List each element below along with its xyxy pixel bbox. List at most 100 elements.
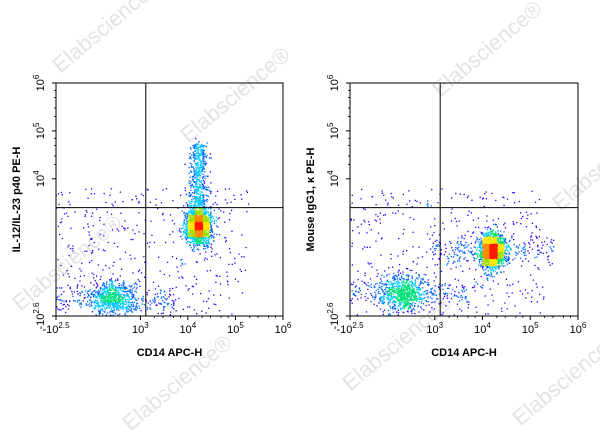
event-dot — [85, 297, 86, 298]
event-dot — [64, 213, 65, 214]
event-dot — [447, 263, 448, 264]
event-dot — [498, 261, 499, 262]
event-dot — [141, 310, 142, 311]
event-dot — [468, 304, 469, 305]
event-dot — [471, 243, 472, 244]
event-dot — [535, 236, 536, 237]
event-dot — [147, 307, 148, 308]
event-dot — [189, 173, 190, 174]
event-dot — [113, 205, 114, 206]
event-dot — [246, 190, 247, 191]
event-dot — [196, 279, 197, 280]
event-dot — [122, 288, 123, 289]
event-dot — [108, 288, 109, 289]
event-dot — [120, 258, 121, 259]
event-dot — [62, 194, 63, 195]
event-dot — [490, 234, 491, 235]
event-dot — [471, 212, 472, 213]
event-dot — [466, 289, 467, 290]
event-dot — [437, 246, 438, 247]
event-dot — [412, 295, 413, 296]
event-dot — [458, 244, 459, 245]
event-dot — [395, 279, 396, 280]
event-dot — [196, 165, 197, 166]
event-dot — [490, 229, 491, 230]
event-dot — [417, 291, 418, 292]
event-dot — [403, 282, 404, 283]
event-dot — [392, 290, 393, 291]
event-dot — [447, 288, 448, 289]
event-dot — [512, 292, 513, 293]
event-dot — [471, 248, 472, 249]
event-dot — [460, 250, 461, 251]
event-dot — [552, 250, 553, 251]
event-dot — [126, 311, 127, 312]
event-dot — [424, 291, 425, 292]
event-dot — [476, 239, 477, 240]
event-dot — [118, 230, 119, 231]
event-dot — [403, 233, 404, 234]
event-dot — [205, 312, 206, 313]
event-dot — [241, 256, 242, 257]
event-dot — [190, 245, 191, 246]
event-dot — [468, 307, 469, 308]
event-dot — [480, 197, 481, 198]
event-dot — [197, 148, 198, 149]
event-dot — [163, 309, 164, 310]
y-tick-label: -102.6 — [32, 302, 47, 330]
event-dot — [219, 234, 220, 235]
event-dot — [435, 245, 436, 246]
event-dot — [70, 248, 71, 249]
event-dot — [393, 301, 394, 302]
event-dot — [345, 293, 346, 294]
event-dot — [479, 261, 480, 262]
event-dot — [449, 301, 450, 302]
event-dot — [213, 236, 214, 237]
event-dot — [192, 215, 193, 216]
event-dot — [480, 238, 481, 239]
event-dot — [201, 311, 202, 312]
event-dot — [441, 271, 442, 272]
event-dot — [158, 303, 159, 304]
event-dot — [477, 255, 478, 256]
event-dot — [420, 297, 421, 298]
event-dot — [361, 189, 362, 190]
event-dot — [498, 283, 499, 284]
event-dot — [513, 221, 514, 222]
event-dot — [95, 295, 96, 296]
event-dot — [516, 255, 517, 256]
event-dot — [374, 287, 375, 288]
event-dot — [203, 248, 204, 249]
event-dot — [496, 268, 497, 269]
event-dot — [455, 218, 456, 219]
event-dot — [188, 182, 189, 183]
event-dot — [125, 299, 126, 300]
event-dot — [488, 313, 489, 314]
event-dot — [203, 197, 204, 198]
event-dot — [403, 287, 404, 288]
event-dot — [480, 251, 481, 252]
event-dot — [388, 310, 389, 311]
event-dot — [392, 291, 393, 292]
event-dot — [247, 192, 248, 193]
event-dot — [413, 246, 414, 247]
event-dot — [216, 220, 217, 221]
event-dot — [431, 289, 432, 290]
event-dot — [399, 286, 400, 287]
event-dot — [202, 146, 203, 147]
event-dot — [124, 291, 125, 292]
event-dot — [389, 284, 390, 285]
event-dot — [503, 205, 504, 206]
event-dot — [88, 304, 89, 305]
event-dot — [384, 283, 385, 284]
event-dot — [390, 295, 391, 296]
event-dot — [183, 227, 184, 228]
event-dot — [493, 234, 494, 235]
event-dot — [157, 305, 158, 306]
event-dot — [392, 308, 393, 309]
event-dot — [479, 245, 480, 246]
event-dot — [196, 210, 197, 211]
event-dot — [356, 291, 357, 292]
event-dot — [423, 294, 424, 295]
